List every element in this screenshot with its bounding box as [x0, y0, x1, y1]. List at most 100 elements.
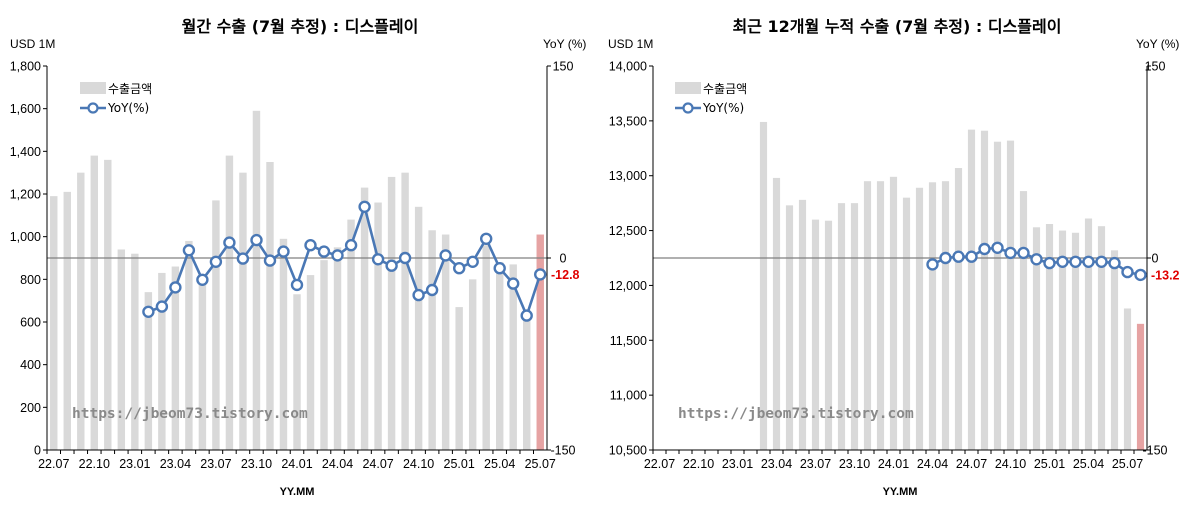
bar: [360, 187, 369, 450]
yoy-point: [317, 245, 331, 258]
bar: [1019, 191, 1028, 450]
legend-label-line: YoY(%): [107, 101, 149, 115]
y-tick-label-left: 1,400: [10, 145, 41, 159]
y-axis-label-left: USD 1M: [10, 37, 55, 51]
bar: [772, 177, 781, 450]
bar: [239, 172, 247, 451]
bar: [863, 181, 872, 450]
bar: [785, 205, 794, 450]
bar: [225, 155, 234, 450]
y-tick-label-left: 400: [20, 358, 41, 372]
y-tick-label-right: 0: [560, 252, 567, 266]
yoy-point: [493, 262, 506, 275]
y-tick-label-left: 800: [20, 273, 41, 287]
bar: [798, 199, 807, 450]
bar: [333, 247, 342, 450]
yoy-point: [965, 250, 978, 263]
yoy-point: [250, 233, 263, 247]
x-tick-label: 23.04: [160, 457, 191, 471]
x-tick-label: 24.07: [956, 457, 987, 471]
yoy-point: [223, 236, 236, 249]
y-tick-label-right: 150: [1145, 60, 1166, 74]
yoy-point: [142, 305, 155, 318]
yoy-point: [520, 309, 533, 322]
yoy-point: [304, 238, 317, 252]
legend-label-bar: 수출금액: [108, 82, 152, 96]
bar-latest: [536, 234, 544, 450]
bar: [401, 172, 409, 451]
x-tick-label: 22.07: [644, 457, 675, 471]
bar: [374, 202, 382, 450]
bar: [824, 220, 833, 450]
y-tick-label-left: 11,000: [610, 389, 647, 403]
yoy-point: [1069, 255, 1082, 268]
yoy-point: [358, 200, 371, 214]
yoy-point: [385, 259, 398, 272]
x-tick-label: 24.04: [917, 457, 948, 471]
x-tick-label: 23.07: [800, 457, 831, 471]
x-tick-label: 23.10: [839, 457, 870, 471]
yoy-point: [1017, 246, 1030, 260]
bar: [509, 264, 517, 450]
x-tick-label: 22.10: [683, 457, 714, 471]
yoy-point: [236, 252, 250, 265]
chart-2: 최근 12개월 누적 수출 (7월 추정) : 디스플레이 USD 1M YoY (…: [608, 17, 1180, 498]
yoy-point: [371, 253, 385, 266]
y-tick-label-left: 12,000: [609, 279, 647, 293]
y-axis-label-right: YoY (%): [543, 37, 586, 51]
y-tick-label-left: 10,500: [609, 444, 647, 458]
bar: [889, 176, 898, 450]
x-tick-label: 24.04: [322, 457, 353, 471]
bar: [811, 219, 820, 450]
bar: [50, 196, 58, 450]
yoy-point: [1030, 253, 1043, 266]
bar: [468, 279, 477, 450]
y-tick-label-left: 13,000: [609, 169, 647, 183]
bar: [1032, 227, 1041, 450]
yoy-point: [1134, 268, 1147, 282]
legend-swatch-marker: [87, 102, 99, 114]
bar: [1071, 232, 1080, 450]
yoy-last-value-label: -13.2: [1151, 268, 1180, 282]
x-tick-label: 23.10: [241, 457, 272, 471]
x-tick-label: 24.01: [281, 457, 312, 471]
yoy-point: [196, 273, 209, 286]
legend-swatch-bar: [675, 82, 701, 94]
bar: [428, 230, 436, 450]
yoy-point: [926, 258, 939, 271]
bar: [915, 187, 924, 450]
bar: [279, 238, 288, 450]
y-tick-label-left: 14,000: [609, 60, 647, 74]
yoy-point: [439, 249, 452, 262]
bar: [198, 279, 207, 450]
y-tick-label-right: -150: [550, 444, 575, 458]
bar: [837, 203, 846, 450]
bar: [1058, 230, 1067, 450]
x-tick-label: 24.07: [362, 457, 393, 471]
y-axis-label-right: YoY (%): [1136, 37, 1179, 51]
bar: [63, 191, 71, 450]
bar: [144, 292, 153, 450]
x-tick-label: 23.01: [722, 457, 753, 471]
yoy-point: [1108, 256, 1121, 270]
yoy-point: [480, 232, 493, 246]
y-tick-label-left: 1,000: [10, 230, 41, 244]
yoy-series-line: [147, 205, 542, 317]
bar: [967, 129, 976, 450]
bar: [876, 181, 885, 450]
bar: [293, 294, 301, 450]
yoy-point: [344, 238, 358, 252]
yoy-point: [534, 268, 547, 281]
bar: [414, 206, 423, 450]
x-tick-label: 25.07: [1112, 457, 1143, 471]
bar: [77, 172, 85, 451]
bar: [185, 240, 193, 450]
yoy-point: [425, 283, 439, 297]
bar: [455, 307, 463, 450]
y-tick-label-left: 1,800: [10, 60, 41, 74]
x-tick-label: 25.01: [1034, 457, 1065, 471]
x-tick-label: 24.10: [995, 457, 1026, 471]
bar: [104, 159, 112, 450]
